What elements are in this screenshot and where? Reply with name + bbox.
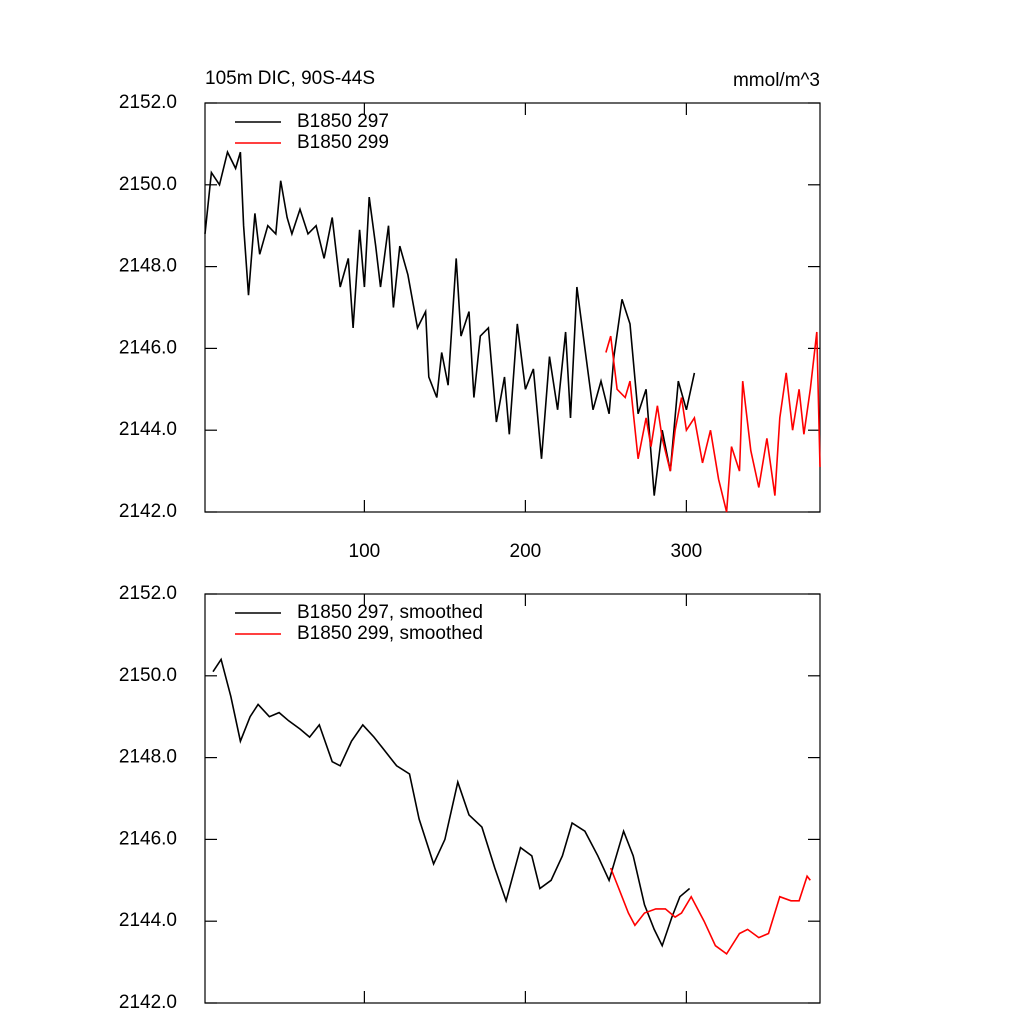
y-tick-label: 2144.0 — [119, 910, 177, 931]
y-tick-label: 2148.0 — [119, 256, 177, 277]
x-tick-label: 300 — [671, 541, 703, 562]
legend-label: B1850 299 — [297, 132, 389, 153]
legend-label: B1850 299, smoothed — [297, 623, 483, 644]
y-tick-label: 2148.0 — [119, 747, 177, 768]
x-tick-label: 200 — [510, 541, 542, 562]
legend-label: B1850 297 — [297, 111, 389, 132]
data-line — [609, 867, 811, 956]
x-tick-label: 100 — [349, 541, 381, 562]
data-line — [204, 149, 696, 496]
data-line — [212, 657, 691, 948]
units-label: mmol/m^3 — [733, 70, 820, 91]
chart-title: 105m DIC, 90S-44S — [205, 68, 375, 89]
data-line — [605, 331, 821, 513]
legend-label: B1850 297, smoothed — [297, 602, 483, 623]
y-tick-label: 2150.0 — [119, 665, 177, 686]
y-tick-label: 2142.0 — [119, 501, 177, 522]
y-tick-label: 2152.0 — [119, 92, 177, 113]
y-tick-label: 2142.0 — [119, 992, 177, 1013]
y-tick-label: 2150.0 — [119, 174, 177, 195]
y-tick-label: 2146.0 — [119, 337, 177, 358]
plot-frame — [204, 102, 821, 513]
plot-frame — [204, 593, 821, 1004]
y-tick-label: 2146.0 — [119, 828, 177, 849]
y-tick-label: 2144.0 — [119, 419, 177, 440]
y-tick-label: 2152.0 — [119, 583, 177, 604]
